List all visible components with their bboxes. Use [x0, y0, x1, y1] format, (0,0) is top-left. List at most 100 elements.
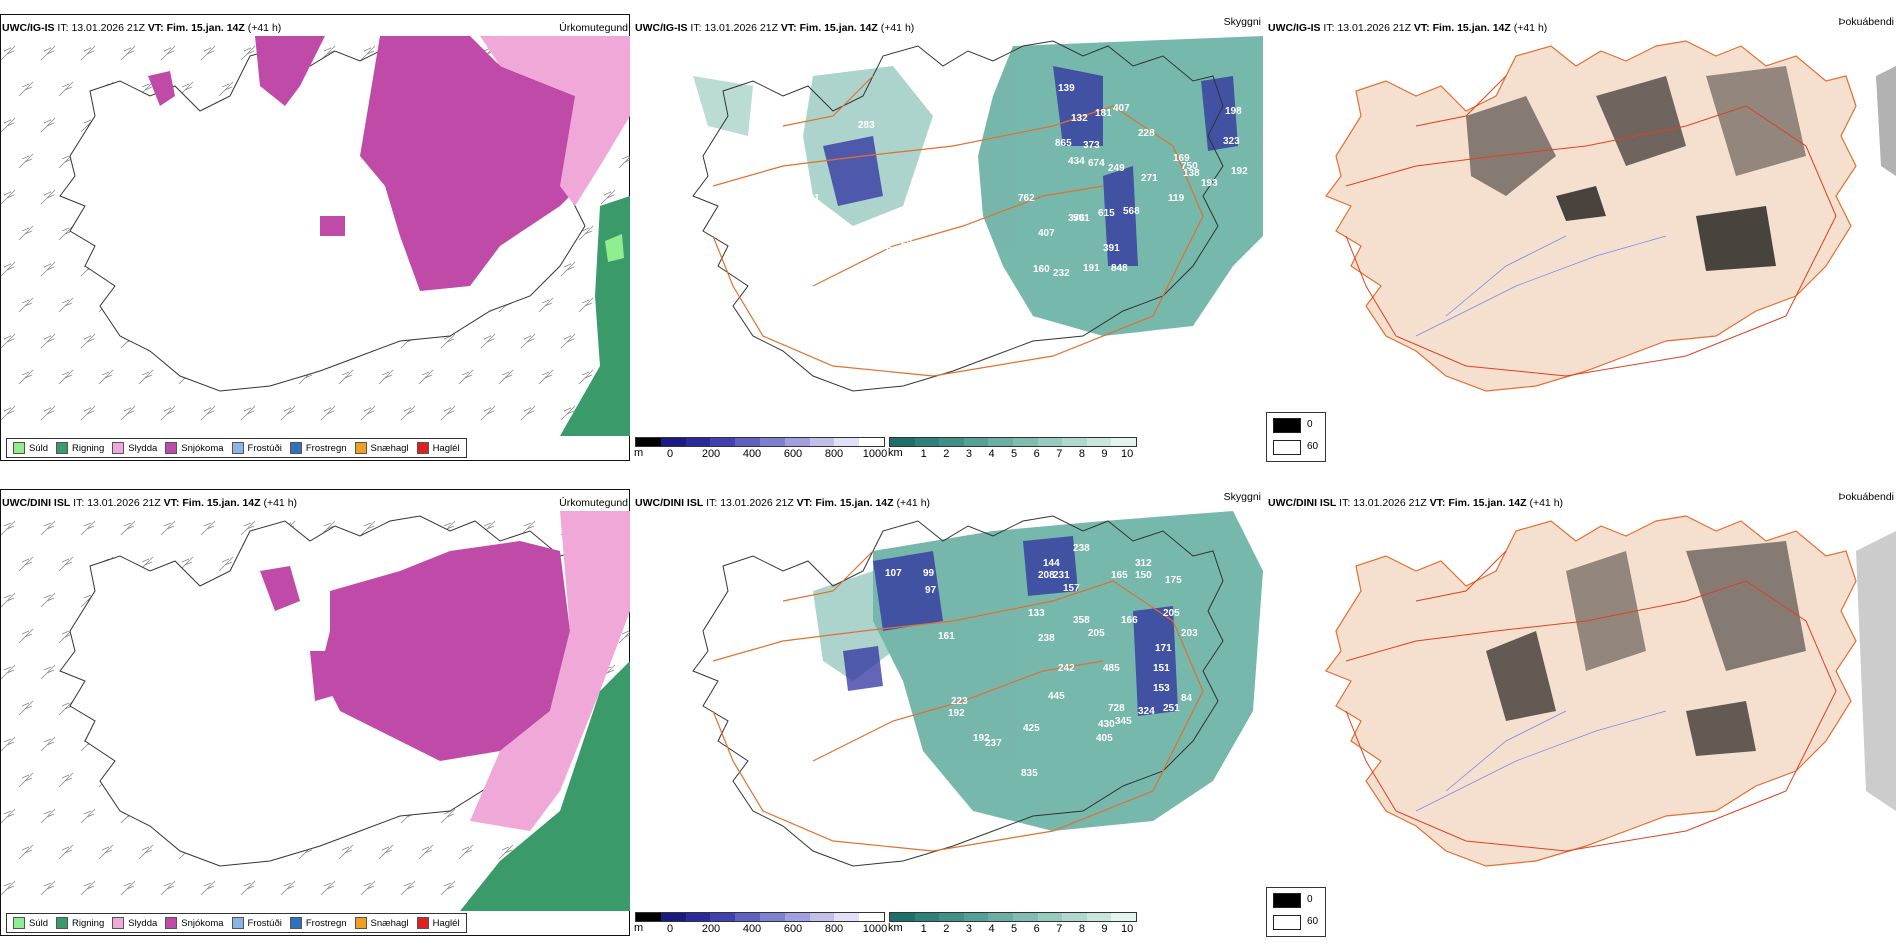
panel-header: UWC/IG-IS IT: 13.01.2026 21Z VT: Fim. 15… [1268, 22, 1547, 34]
visibility-value-label: 223 [951, 696, 968, 707]
visibility-value-label: 119 [1168, 193, 1185, 204]
model-label: UWC/IG-IS [1268, 22, 1321, 34]
visibility-unit: km [888, 922, 903, 934]
wind-barb [58, 556, 74, 572]
colorbar-tick: 600 [783, 448, 803, 460]
precip-panel-top: UWC/IG-IS IT: 13.01.2026 21Z VT: Fim. 15… [0, 0, 632, 475]
visibility-value-label: 238 [1073, 543, 1090, 554]
wind-barb [80, 808, 96, 824]
precip-legend: Súld Rigning Slydda Snjókoma Frostúði Frostre… [6, 913, 467, 933]
colorbar-cell [834, 913, 860, 921]
visibility-value-label: 179 [931, 104, 948, 115]
visibility-value-label: 376 [1068, 213, 1085, 224]
legend-swatch [165, 917, 178, 929]
wind-barb [98, 369, 114, 385]
legend-label: Snæhagl [370, 917, 409, 929]
legend-label: Súld [29, 917, 49, 929]
visibility-value-label: 762 [1018, 193, 1035, 204]
visibility-value-label: 157 [1063, 583, 1080, 594]
wind-barb [338, 844, 354, 860]
visibility-value-label: 345 [1115, 716, 1132, 727]
wind-barb [40, 45, 56, 61]
wind-barb [400, 880, 416, 896]
wind-barb [18, 369, 34, 385]
legend-label: Snjókoma [181, 442, 224, 454]
wind-barb [40, 405, 56, 421]
panel-title: Úrkomutegund [559, 497, 628, 509]
vt-prefix: VT: [1413, 22, 1430, 34]
colorbar-cell [890, 438, 915, 446]
panel-header: UWC/DINI ISL IT: 13.01.2026 21Z VT: Fim.… [2, 497, 297, 509]
legend-swatch [112, 917, 125, 929]
legend-item: Snjókoma [165, 917, 224, 929]
init-time: 13.01.2026 21Z [1353, 497, 1427, 509]
visibility-value-label: 151 [1153, 663, 1170, 674]
wind-barb [520, 520, 536, 536]
precip-legend: Súld Rigning Slydda Snjókoma Frostúði Frostre… [6, 438, 467, 458]
legend-swatch [289, 917, 302, 929]
colorbar-cell [1062, 913, 1087, 921]
visibility-value-label: 153 [1153, 683, 1170, 694]
precip-map [0, 511, 630, 911]
wind-barb [560, 405, 576, 421]
wind-barb [560, 333, 576, 349]
visibility-value-label: 445 [1048, 691, 1065, 702]
lead-time: (+41 h) [896, 497, 931, 509]
model-label: UWC/IG-IS [635, 22, 688, 34]
colorbar-cell [636, 438, 661, 446]
wind-barb [560, 261, 576, 277]
wind-barb [18, 81, 34, 97]
visibility-value-label: 97 [925, 585, 937, 596]
wind-barb [0, 405, 16, 421]
legend-swatch [13, 917, 25, 929]
wind-barb [40, 520, 56, 536]
colorbar-cell [710, 913, 736, 921]
visibility-value-label: 139 [1058, 83, 1075, 94]
wind-barb [0, 664, 16, 680]
visibility-value-label: 192 [948, 708, 965, 719]
visibility-value-label: 434 [1068, 156, 1085, 167]
valid-time: Fim. 15.jan. 14Z [1448, 497, 1527, 509]
lead-time: (+41 h) [263, 497, 298, 509]
colorbar-tick: 200 [701, 448, 721, 460]
wind-barb [120, 405, 136, 421]
wind-barb [18, 772, 34, 788]
wind-barb [480, 333, 496, 349]
visibility-value-label: 192 [1231, 166, 1248, 177]
visibility-unit: km [888, 447, 903, 459]
wind-barb [120, 880, 136, 896]
visibility-value-label: 88 [816, 226, 828, 237]
model-label: UWC/DINI ISL [2, 497, 71, 509]
wind-barb [40, 664, 56, 680]
visibility-value-label: 391 [1103, 243, 1120, 254]
visibility-panel-top: UWC/IG-IS IT: 13.01.2026 21Z VT: Fim. 15… [633, 0, 1265, 475]
legend-swatch [13, 442, 25, 454]
ceiling-colorbar: 0 200 400 600 800 1000 m [634, 437, 887, 461]
wind-barb [320, 405, 336, 421]
wind-barb [0, 808, 16, 824]
colorbar-tick: 3 [965, 923, 972, 935]
vt-prefix: VT: [163, 497, 180, 509]
wind-barb [280, 405, 296, 421]
colorbar-cell [685, 913, 711, 921]
wind-barb [18, 700, 34, 716]
wind-barb [18, 628, 34, 644]
wind-barb [240, 520, 256, 536]
legend-swatch [231, 917, 244, 929]
wind-barb [160, 520, 176, 536]
vt-prefix: VT: [796, 497, 813, 509]
colorbar-cell [914, 438, 940, 446]
visibility-value-label: 193 [1201, 178, 1218, 189]
wind-barb [320, 880, 336, 896]
visibility-value-label: 198 [1225, 106, 1242, 117]
wind-barb [40, 880, 56, 896]
legend-swatch [354, 442, 367, 454]
legend-label: Frostúði [247, 917, 282, 929]
wind-barb [218, 556, 234, 572]
visibility-value-label: 283 [858, 120, 875, 131]
ceiling-colorbar-ticks: 0 200 400 600 800 1000 [635, 447, 887, 461]
colorbar-cell [1037, 913, 1063, 921]
fog-shading [1466, 66, 1896, 271]
legend-swatch [354, 917, 367, 929]
